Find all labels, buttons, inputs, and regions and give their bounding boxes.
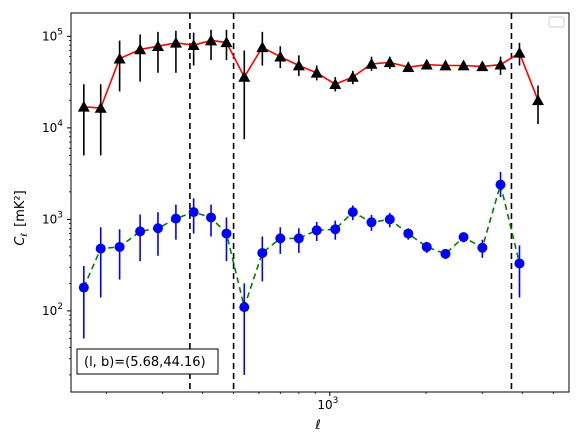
data-point-circle [330,224,341,235]
legend-box [548,16,565,28]
data-point-circle [311,225,322,236]
data-point-circle [188,207,199,218]
data-point-circle [293,233,304,244]
data-point-circle [257,247,268,258]
data-point-triangle [292,59,305,71]
data-point-triangle [169,36,182,48]
series-group [77,29,545,375]
data-point-circle [152,223,163,234]
data-point-triangle [256,41,269,53]
annotation-box [76,348,219,375]
y-tick-label: 105 [42,27,63,43]
data-point-circle [239,302,250,313]
data-point-triangle [420,58,433,70]
data-point-triangle [365,57,378,69]
data-point-triangle [134,43,147,55]
series-1 [77,29,545,156]
data-point-circle [495,179,506,190]
series-2 [78,171,525,375]
vertical-reference-lines [189,13,513,392]
data-point-triangle [220,36,233,48]
data-point-circle [135,226,146,237]
data-point-circle [366,217,377,228]
data-point-circle [275,233,286,244]
data-point-triangle [346,70,359,82]
x-tick-label: 103 [317,396,338,412]
data-point-circle [384,214,395,225]
data-point-triangle [187,39,200,51]
data-point-triangle [513,46,526,58]
x-axis-label: ℓ [314,418,320,433]
svg-text:Cℓ[mK²]: Cℓ [mK²] [13,190,30,245]
data-point-circle [206,212,217,223]
data-point-circle [440,248,451,259]
data-point-circle [477,242,488,253]
data-point-triangle [205,34,218,46]
data-point-circle [78,282,89,293]
data-point-triangle [494,58,507,70]
axis-ticks: 102 103 104 105 103 [42,27,554,412]
data-point-triangle [238,70,251,82]
data-point-triangle [94,101,107,113]
data-point-triangle [532,94,545,106]
y-tick-label: 104 [42,119,63,135]
y-axis-label: Cℓ [mK²] [13,190,30,245]
data-point-circle [403,228,414,239]
data-point-circle [514,258,525,269]
data-point-circle [170,213,181,224]
data-point-triangle [274,50,287,62]
data-point-triangle [329,78,342,90]
data-point-triangle [310,66,323,78]
y-axis-label-unit: [mK²] [13,190,28,227]
y-tick-label: 103 [42,210,63,226]
data-point-triangle [113,52,126,64]
data-point-triangle [151,40,164,52]
data-point-triangle [77,100,90,112]
data-point-triangle [383,56,396,68]
data-point-circle [347,207,358,218]
data-point-triangle [476,60,489,72]
plot-frame [70,12,570,393]
y-tick-label: 102 [42,302,63,318]
data-point-triangle [402,61,415,73]
data-point-circle [458,232,469,243]
y-axis-label-sub: ℓ [20,233,30,238]
data-point-circle [421,241,432,252]
data-point-circle [95,243,106,254]
data-point-circle [114,241,125,252]
y-axis-label-main: C [13,236,28,246]
data-point-triangle [439,59,452,71]
data-point-triangle [457,59,470,71]
annotation-text: (l, b)=(5.68,44.16) [84,355,206,370]
data-point-circle [221,228,232,239]
